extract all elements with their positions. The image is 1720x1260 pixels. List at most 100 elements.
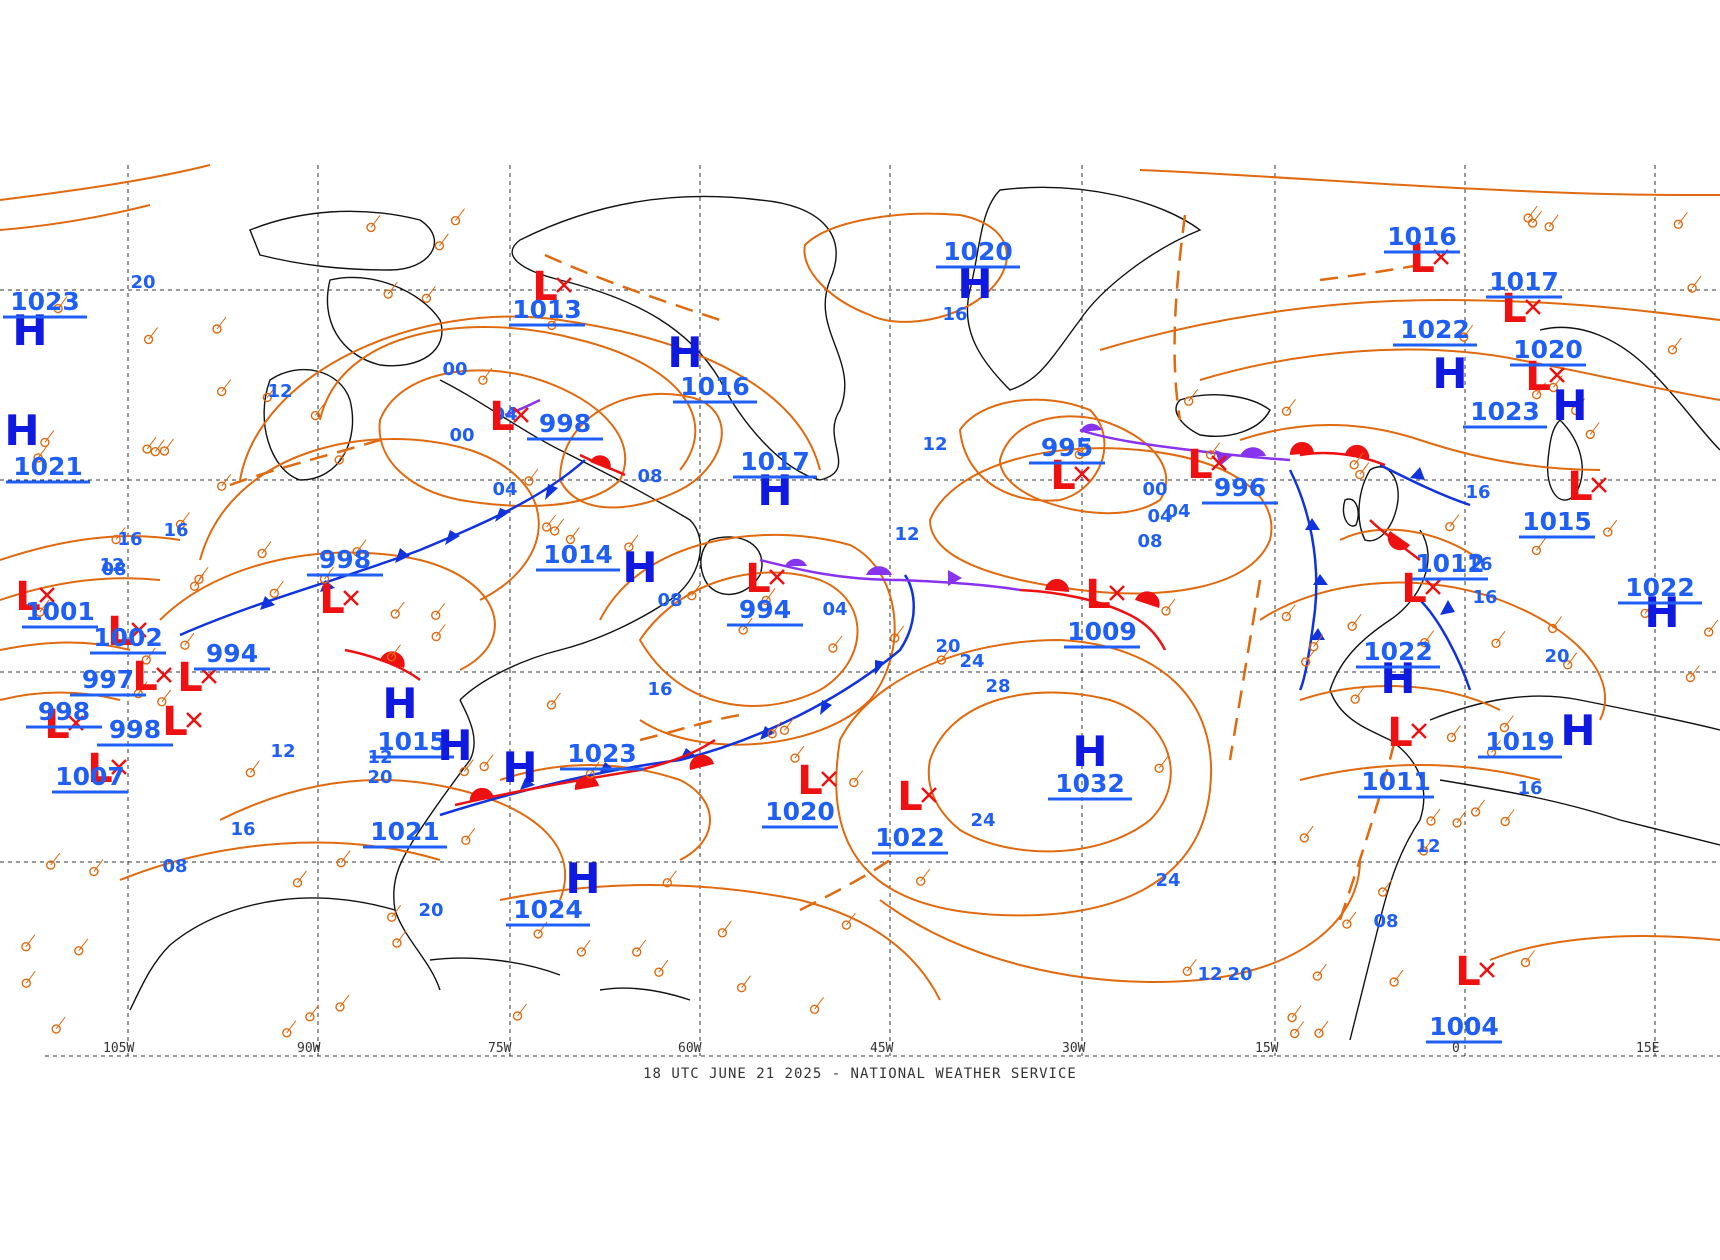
station-marker — [1419, 638, 1430, 648]
isobar-value-label: 08 — [637, 466, 662, 487]
high-pressure-value: 1023 — [567, 739, 637, 768]
station-marker — [890, 633, 900, 643]
station-marker — [524, 476, 534, 486]
station-marker — [257, 548, 267, 559]
wind-barb — [551, 313, 562, 326]
station-marker — [159, 446, 170, 456]
isobar-value-label: 12 — [270, 741, 295, 762]
low-pressure-value: 1002 — [93, 623, 163, 652]
wind-barb — [435, 602, 446, 616]
high-pressure-value: 1022 — [1625, 573, 1695, 602]
low-center-mark — [111, 759, 127, 775]
wind-barb — [396, 930, 407, 944]
wind-barb — [741, 975, 751, 989]
station-marker — [150, 447, 161, 457]
wind-barb — [814, 996, 824, 1010]
low-pressure-symbol: L — [1050, 453, 1076, 499]
low-pressure-value: 1009 — [1067, 617, 1137, 646]
station-marker — [431, 610, 441, 620]
isobar-value-label: 20 — [130, 272, 155, 293]
station-marker — [1426, 816, 1436, 826]
wind-barb — [1575, 398, 1586, 411]
station-marker — [21, 942, 31, 952]
wind-barb — [455, 208, 465, 221]
station-marker — [35, 607, 45, 617]
high-pressure-symbol: H — [757, 466, 792, 515]
wind-barb — [39, 599, 50, 613]
coastlines — [129, 186, 1720, 1041]
low-pressure-symbol: L — [1525, 354, 1551, 400]
station-marker — [687, 591, 697, 601]
station-marker — [1287, 1012, 1297, 1023]
wind-barb — [1451, 725, 1461, 738]
station-marker — [390, 609, 400, 619]
isobar-value-label: 28 — [985, 676, 1010, 697]
wind-barb — [1285, 604, 1296, 617]
station-marker — [40, 437, 50, 448]
wind-barb — [339, 994, 350, 1008]
wind-barb — [832, 635, 843, 649]
station-marker — [1300, 657, 1311, 667]
wind-barb — [465, 827, 476, 841]
station-marker — [142, 444, 152, 454]
low-pressure-symbol: L — [107, 609, 133, 655]
station-marker — [1570, 405, 1581, 416]
wind-barb — [1294, 1021, 1305, 1034]
low-center-mark — [343, 590, 359, 606]
station-marker — [1205, 450, 1216, 460]
wind-barb — [551, 692, 561, 706]
station-marker — [1389, 977, 1399, 987]
station-marker — [431, 631, 441, 642]
wind-barb — [391, 644, 401, 658]
station-marker — [1445, 522, 1455, 532]
high-pressure-value: 1023 — [10, 287, 80, 316]
low-pressure-value: 1001 — [25, 597, 95, 626]
station-marker — [1161, 606, 1171, 616]
station-marker — [1585, 429, 1596, 440]
station-marker — [89, 866, 99, 877]
low-center-mark — [1411, 723, 1427, 739]
wind-barb — [658, 959, 669, 973]
low-center-mark — [39, 587, 55, 603]
station-marker — [1527, 218, 1538, 228]
wind-barb — [55, 1016, 66, 1030]
lon-label: 90W — [297, 1041, 321, 1056]
low-pressure-symbol: L — [132, 654, 158, 700]
station-marker — [1459, 332, 1469, 342]
high-pressure-symbol: H — [437, 721, 472, 770]
occluded-fronts — [504, 398, 1291, 592]
low-center-mark — [1109, 585, 1125, 601]
high-pressure-value: 1023 — [1470, 397, 1540, 426]
station-marker — [1314, 1028, 1324, 1038]
wind-barb — [771, 721, 782, 735]
wind-barb — [249, 760, 260, 774]
station-marker — [1640, 608, 1650, 619]
station-marker — [1182, 966, 1193, 976]
wind-barb — [338, 447, 349, 461]
station-marker — [717, 928, 728, 938]
wind-barb — [1351, 613, 1362, 627]
wind-barb — [1548, 214, 1559, 228]
wind-barb — [370, 215, 381, 228]
isobar-value-label: 12 — [894, 524, 919, 545]
station-marker — [841, 920, 852, 930]
station-marker — [392, 938, 402, 948]
station-marker — [334, 455, 344, 465]
station-marker — [1685, 672, 1696, 683]
station-marker — [292, 878, 303, 888]
station-marker — [1499, 722, 1510, 733]
isobar-value-label: 12 — [267, 381, 292, 402]
station-marker — [143, 334, 154, 345]
high-pressure-symbol: H — [565, 854, 600, 903]
station-marker — [111, 534, 121, 545]
low-center-mark — [1525, 299, 1541, 315]
wind-barb — [1708, 619, 1719, 633]
low-pressure-value: 996 — [1214, 473, 1266, 502]
wind-barb — [483, 754, 494, 767]
station-marker — [849, 777, 859, 788]
isobar-value-label: 04 — [1147, 506, 1172, 527]
wind-barb — [438, 233, 449, 247]
wind-barb — [1536, 538, 1546, 551]
station-marker — [450, 215, 461, 226]
